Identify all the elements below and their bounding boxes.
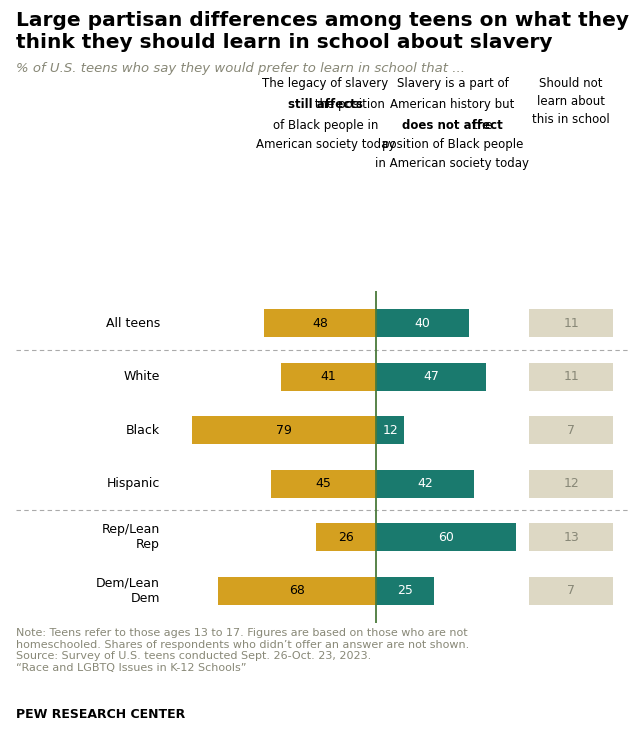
Text: 42: 42 (417, 477, 433, 490)
Text: American society today: American society today (255, 138, 395, 151)
FancyBboxPatch shape (529, 416, 614, 444)
Text: 11: 11 (563, 317, 579, 329)
Bar (376, 310, 469, 337)
Text: 40: 40 (415, 317, 431, 329)
Text: All teens: All teens (106, 317, 160, 329)
Bar (376, 577, 435, 604)
Text: the position: the position (266, 98, 385, 111)
Text: % of U.S. teens who say they would prefer to learn in school that ...: % of U.S. teens who say they would prefe… (16, 62, 465, 75)
Text: position of Black people: position of Black people (381, 138, 523, 151)
Bar (376, 416, 404, 444)
Text: think they should learn in school about slavery: think they should learn in school about … (16, 33, 552, 52)
Text: 12: 12 (382, 424, 398, 437)
Text: still affects: still affects (288, 98, 363, 111)
Text: 68: 68 (289, 584, 305, 597)
Bar (376, 363, 486, 391)
Bar (192, 416, 376, 444)
Text: of Black people in: of Black people in (273, 119, 378, 132)
Bar (280, 363, 376, 391)
Bar (316, 523, 376, 551)
Text: 13: 13 (563, 531, 579, 544)
Text: Black: Black (126, 424, 160, 437)
Text: 45: 45 (316, 477, 332, 490)
Bar (271, 469, 376, 497)
Text: The legacy of slavery: The legacy of slavery (262, 77, 388, 91)
Text: Note: Teens refer to those ages 13 to 17. Figures are based on those who are not: Note: Teens refer to those ages 13 to 17… (16, 628, 469, 673)
Text: 26: 26 (338, 531, 354, 544)
Text: Hispanic: Hispanic (107, 477, 160, 490)
Text: PEW RESEARCH CENTER: PEW RESEARCH CENTER (16, 708, 185, 721)
Text: 11: 11 (563, 370, 579, 383)
Text: Large partisan differences among teens on what they: Large partisan differences among teens o… (16, 11, 629, 30)
FancyBboxPatch shape (529, 523, 614, 551)
Text: 48: 48 (312, 317, 328, 329)
Text: 60: 60 (438, 531, 454, 544)
Text: 12: 12 (563, 477, 579, 490)
Text: Should not
learn about
this in school: Should not learn about this in school (532, 77, 610, 126)
Bar (218, 577, 376, 604)
Text: 7: 7 (567, 424, 575, 437)
Text: Rep/Lean
Rep: Rep/Lean Rep (102, 523, 160, 551)
Text: does not affect: does not affect (402, 119, 503, 132)
Text: 7: 7 (567, 584, 575, 597)
FancyBboxPatch shape (529, 310, 614, 337)
Bar (264, 310, 376, 337)
Text: American history but: American history but (390, 98, 515, 111)
Text: 41: 41 (321, 370, 336, 383)
Text: Dem/Lean
Dem: Dem/Lean Dem (96, 576, 160, 604)
Text: Slavery is a part of: Slavery is a part of (397, 77, 508, 91)
Text: 79: 79 (276, 424, 292, 437)
Text: in American society today: in American society today (376, 157, 529, 170)
FancyBboxPatch shape (529, 469, 614, 497)
FancyBboxPatch shape (529, 363, 614, 391)
FancyBboxPatch shape (529, 577, 614, 604)
Text: the: the (413, 119, 492, 132)
Text: 25: 25 (397, 584, 413, 597)
Bar (376, 523, 516, 551)
Bar (376, 469, 474, 497)
Text: 47: 47 (423, 370, 439, 383)
Text: White: White (124, 370, 160, 383)
